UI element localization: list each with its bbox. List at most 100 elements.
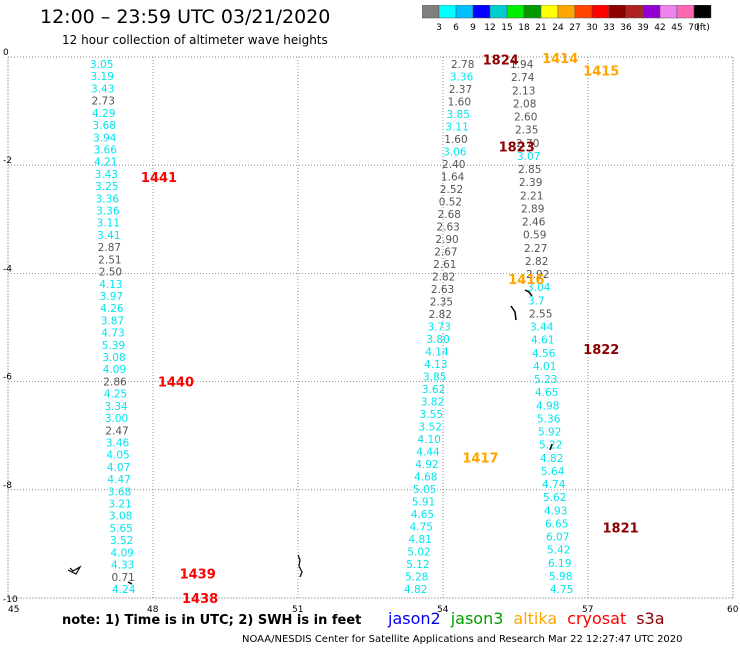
y-tick-label: -10 — [3, 595, 18, 605]
legend-item-s3a: s3a — [636, 609, 665, 628]
color-scale: 3 6 9 12 15 18 21 24 27 30 33 36 39 42 45 70(ft) — [422, 5, 712, 33]
wave-height-label: 4.07 — [107, 462, 130, 474]
page-subtitle: 12 hour collection of altimeter wave hei… — [62, 33, 328, 47]
colorbar-tick-label: 27 — [569, 23, 580, 33]
colorbar-tick-label: 30 — [586, 23, 598, 33]
y-tick-label: -6 — [3, 373, 12, 383]
wave-height-label: 2.67 — [434, 247, 457, 259]
wave-height-label: 5.12 — [406, 559, 429, 571]
x-tick-label: 45 — [8, 605, 19, 615]
time-label: 1414 — [542, 52, 578, 67]
wave-height-label: 2.74 — [511, 72, 535, 84]
wave-height-label: 2.08 — [513, 98, 536, 110]
wave-height-label: 5.92 — [538, 427, 561, 439]
wave-height-label: 0.71 — [111, 572, 134, 584]
time-label: 1438 — [182, 592, 218, 607]
wave-height-label: 3.55 — [420, 409, 443, 421]
wave-height-label: 2.82 — [429, 309, 452, 321]
wave-height-label: 2.50 — [99, 267, 122, 279]
wave-height-label: 1.64 — [441, 172, 465, 184]
wave-height-label: 6.19 — [548, 558, 571, 570]
wave-height-label: 2.63 — [431, 284, 454, 296]
legend-item-jason2: jason2 — [388, 609, 441, 628]
island-shape — [297, 554, 303, 578]
wave-height-label: 0.59 — [523, 230, 546, 242]
wave-height-label: 3.00 — [105, 413, 128, 425]
wave-height-label: 3.66 — [94, 144, 118, 156]
wave-height-label: 3.05 — [90, 59, 113, 71]
wave-height-label: 2.86 — [103, 376, 127, 388]
wave-height-label: 4.44 — [416, 447, 440, 459]
wave-height-label: 4.65 — [411, 509, 434, 521]
wave-height-label: 4.82 — [404, 584, 427, 596]
wave-height-label: 4.26 — [100, 303, 124, 315]
wave-height-label: 5.39 — [102, 340, 125, 352]
island-shape — [549, 443, 553, 451]
wave-height-label: 3.36 — [96, 206, 120, 218]
wave-height-label: 3.7 — [528, 295, 545, 307]
wave-height-label: 3.34 — [104, 401, 128, 413]
wave-height-label: 5.64 — [541, 466, 565, 478]
wave-height-label: 3.68 — [108, 486, 131, 498]
wave-height-label: 2.47 — [105, 425, 128, 437]
colorbar-tick-label: 18 — [518, 23, 530, 33]
colorbar-tick-label: 15 — [501, 23, 512, 33]
wave-height-label: 5.42 — [547, 545, 570, 557]
time-label: 1415 — [583, 65, 619, 80]
wave-height-label: 4.25 — [104, 389, 127, 401]
wave-height-label: 4.93 — [544, 505, 567, 517]
island-shape — [524, 289, 533, 297]
wave-height-label: 2.89 — [521, 203, 544, 215]
legend-item-jason3: jason3 — [450, 609, 504, 628]
wave-height-label: 3.97 — [100, 291, 123, 303]
time-label: 1823 — [499, 140, 535, 155]
wave-height-label: 4.33 — [111, 560, 134, 572]
x-tick-label: 51 — [292, 605, 303, 615]
colorbar-unit: (ft) — [696, 23, 710, 33]
wave-height-label: 4.29 — [92, 108, 115, 120]
wave-height-label: 2.51 — [98, 254, 121, 266]
wave-height-label: 2.21 — [520, 190, 543, 202]
wave-height-label: 4.81 — [408, 534, 431, 546]
colorbar-tick-label: 24 — [552, 23, 564, 33]
wave-height-label: 2.92 — [526, 269, 549, 281]
wave-height-label: 2.27 — [524, 243, 547, 255]
x-tick-label: 48 — [147, 605, 159, 615]
colorbar-tick-label: 70 — [688, 23, 700, 33]
y-tick-label: -4 — [3, 264, 12, 274]
wave-height-label: 2.82 — [525, 256, 548, 268]
wave-height-label: 1.60 — [444, 134, 467, 146]
wave-height-label: 4.65 — [535, 387, 558, 399]
wave-height-label: 4.21 — [94, 157, 117, 169]
wave-height-label: 3.43 — [91, 83, 114, 95]
wave-height-label: 3.11 — [97, 218, 120, 230]
wave-height-label: 4.68 — [414, 472, 437, 484]
wave-height-label: 4.13 — [99, 279, 122, 291]
wave-height-label: 3.07 — [517, 151, 540, 163]
wave-height-label: 4.24 — [112, 584, 136, 596]
wave-height-label: 4.75 — [550, 584, 573, 596]
y-tick-label: 0 — [3, 48, 9, 58]
wave-height-label: 3.46 — [106, 437, 130, 449]
wave-height-label: 2.35 — [515, 125, 538, 137]
wave-height-label: 4.13 — [424, 359, 447, 371]
colorbar-tick-label: 21 — [535, 23, 546, 33]
wave-height-label: 4.14 — [425, 347, 449, 359]
wave-height-label: 2.46 — [522, 217, 546, 229]
wave-height-label: 2.37 — [449, 84, 472, 96]
wave-height-label: 3.87 — [101, 315, 124, 327]
wave-height-label: 2.68 — [438, 209, 461, 221]
island-shape — [127, 581, 133, 585]
y-tick-label: -8 — [3, 481, 12, 491]
wave-height-label: 5.28 — [405, 572, 428, 584]
wave-height-label: 4.56 — [532, 348, 556, 360]
wave-height-label: 4.47 — [107, 474, 130, 486]
wave-height-label: 3.43 — [95, 169, 118, 181]
island-shape — [510, 305, 517, 321]
wave-height-label: 6.65 — [545, 518, 568, 530]
x-tick-label: 54 — [437, 605, 449, 615]
wave-height-label: 4.74 — [542, 479, 566, 491]
wave-height-label: 2.70 — [516, 138, 539, 150]
wave-height-label: 5.23 — [534, 374, 557, 386]
wave-height-label: 2.87 — [98, 242, 121, 254]
